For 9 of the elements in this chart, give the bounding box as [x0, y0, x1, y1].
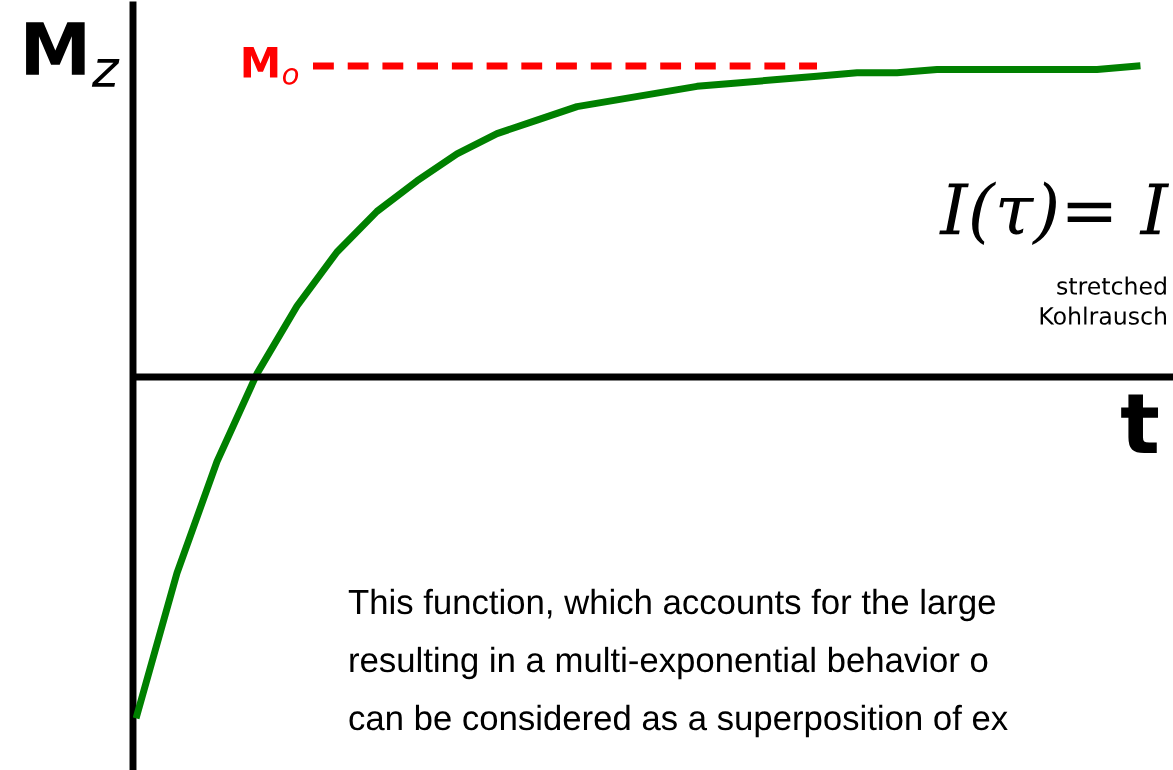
annotation: can be considered as a superposition of ex: [349, 704, 1008, 738]
annotation: This function, which accounts for the large: [348, 588, 995, 622]
y-axis-title: M$_{z}$: [26, 22, 120, 87]
annotation: I(τ)= I: [939, 181, 1170, 245]
annotation: stretched: [1057, 276, 1166, 295]
annotation: Kohlrausch: [1040, 306, 1166, 325]
x-axis-title: t: [1121, 394, 1159, 453]
ref-line-label: M$_{o}$: [243, 47, 299, 85]
annotation: resulting in a multi-exponential behavior o: [350, 646, 988, 680]
